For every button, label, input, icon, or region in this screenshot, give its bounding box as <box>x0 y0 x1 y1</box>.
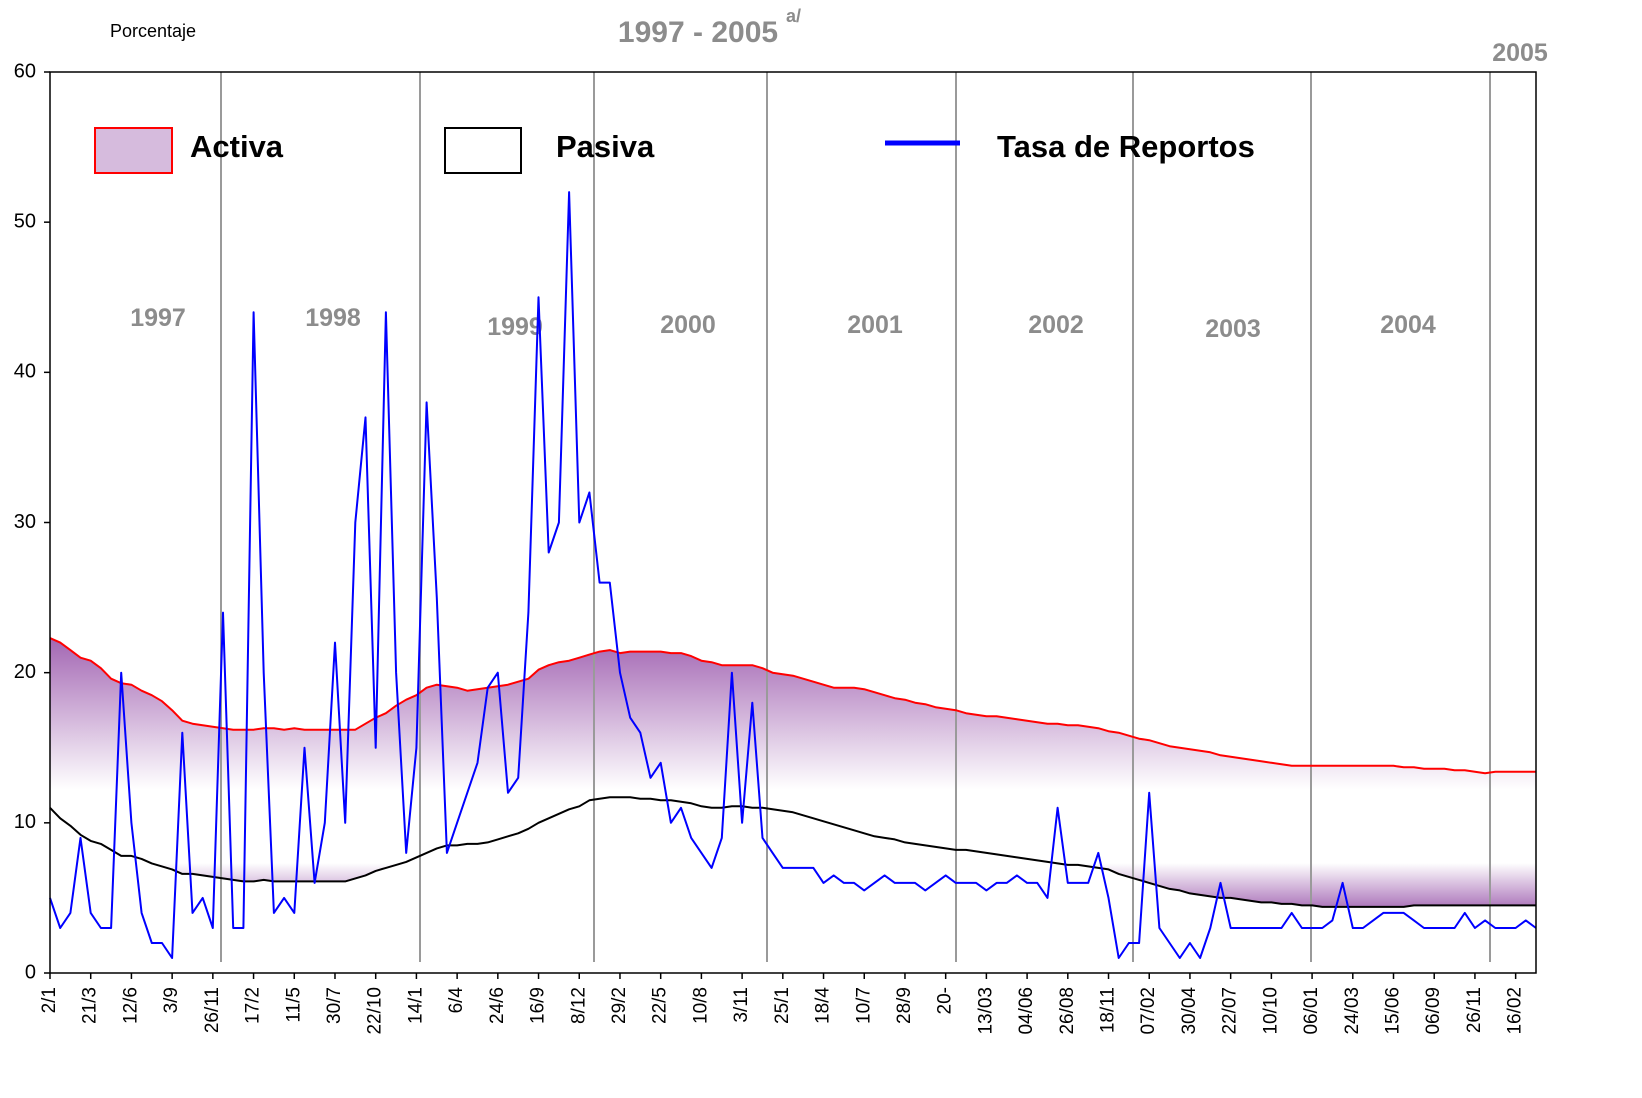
legend-label: Tasa de Reportos <box>997 129 1255 164</box>
y-tick-label: 40 <box>14 361 36 383</box>
x-tick-label: 28/9 <box>894 987 915 1024</box>
year-label: 1998 <box>305 304 361 332</box>
year-label: 1999 <box>487 313 543 341</box>
line-series <box>49 637 1536 775</box>
chart-title: 1997 - 2005 <box>618 16 778 49</box>
x-tick-label: 25/1 <box>772 987 793 1024</box>
y-tick-label: 30 <box>14 511 36 533</box>
y-axis-label: Porcentaje <box>110 21 196 41</box>
line-series <box>49 191 1537 959</box>
legend-label: Activa <box>190 129 284 164</box>
x-tick-label: 17/2 <box>243 987 264 1024</box>
x-tick-label: 26/08 <box>1057 987 1078 1035</box>
legend-swatch <box>94 127 173 174</box>
legend-label: Pasiva <box>556 129 655 164</box>
year-label: 2004 <box>1380 311 1436 339</box>
x-tick-label: 29/2 <box>609 987 630 1024</box>
x-tick-label: 06/09 <box>1423 987 1444 1035</box>
year-label: 2000 <box>660 311 716 339</box>
x-tick-label: 3/9 <box>161 987 182 1013</box>
x-tick-label: 24/6 <box>487 987 508 1024</box>
year-label: 2001 <box>847 311 903 339</box>
x-tick-label: 8/12 <box>568 987 589 1024</box>
x-tick-label: 04/06 <box>1016 987 1037 1035</box>
x-tick-label: 10/10 <box>1260 987 1281 1035</box>
x-tick-label: 30/7 <box>324 987 345 1024</box>
x-tick-label: 16/9 <box>528 987 549 1024</box>
year-label: 2002 <box>1028 311 1084 339</box>
x-tick-label: 10/8 <box>690 987 711 1024</box>
x-tick-label: 18/11 <box>1098 987 1119 1033</box>
x-tick-label: 06/01 <box>1301 987 1322 1035</box>
x-tick-label: 10/7 <box>853 987 874 1024</box>
title-note: a/ <box>786 6 801 26</box>
year-label: 2003 <box>1205 315 1261 343</box>
legend-swatch <box>444 127 522 174</box>
year-label: 2005 <box>1492 39 1548 67</box>
y-tick-label: 10 <box>14 811 36 833</box>
x-tick-label: 30/04 <box>1179 987 1200 1035</box>
x-tick-label: 12/6 <box>120 987 141 1024</box>
x-tick-label: 18/4 <box>813 987 834 1024</box>
x-tick-label: 26/11 <box>202 987 223 1033</box>
x-tick-label: 22/5 <box>650 987 671 1024</box>
band-area <box>50 638 1536 907</box>
x-tick-label: 22/07 <box>1220 987 1241 1035</box>
line-series <box>49 796 1536 908</box>
y-tick-label: 0 <box>25 961 36 983</box>
x-tick-label: 13/03 <box>975 987 996 1035</box>
x-tick-label: 2/1 <box>39 987 60 1013</box>
x-tick-label: 24/03 <box>1342 987 1363 1035</box>
x-tick-label: 14/1 <box>405 987 426 1024</box>
x-tick-label: 26/11 <box>1464 987 1485 1033</box>
y-tick-label: 50 <box>14 210 36 232</box>
y-tick-label: 60 <box>14 60 36 82</box>
x-tick-label: 22/10 <box>365 987 386 1035</box>
x-tick-label: 11/5 <box>283 987 304 1023</box>
y-tick-label: 20 <box>14 661 36 683</box>
x-tick-label: 3/11 <box>731 987 752 1023</box>
x-tick-label: 15/06 <box>1383 987 1404 1035</box>
x-tick-label: 07/02 <box>1138 987 1159 1035</box>
year-label: 1997 <box>130 304 186 332</box>
x-tick-label: 16/02 <box>1505 987 1526 1035</box>
x-tick-label: 20- <box>935 987 956 1014</box>
x-tick-label: 6/4 <box>446 987 467 1014</box>
x-tick-label: 21/3 <box>80 987 101 1024</box>
